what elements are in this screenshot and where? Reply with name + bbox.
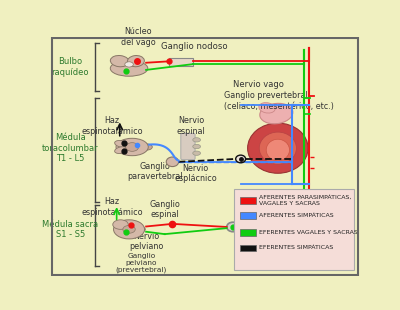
Text: Ganglio prevertebral
(celiaco, mesentérico, etc.): Ganglio prevertebral (celiaco, mesentéri… <box>224 91 334 111</box>
Ellipse shape <box>193 151 200 155</box>
Ellipse shape <box>141 144 152 150</box>
Text: AFERENTES SIMPÁTICAS: AFERENTES SIMPÁTICAS <box>259 213 334 218</box>
Ellipse shape <box>115 147 127 153</box>
Bar <box>240 212 256 219</box>
Text: Núcleo
del vago: Núcleo del vago <box>121 27 156 47</box>
Text: Ganglio
paravertebral: Ganglio paravertebral <box>128 162 183 181</box>
Ellipse shape <box>110 55 129 67</box>
Text: EFERENTES SIMPÁTICAS: EFERENTES SIMPÁTICAS <box>259 246 334 250</box>
Text: Ganglio nodoso: Ganglio nodoso <box>161 42 228 51</box>
Text: Bulbo
raquídeo: Bulbo raquídeo <box>51 57 89 77</box>
Bar <box>240 197 256 204</box>
Text: Médula
toracolumbar
T1 - L5: Médula toracolumbar T1 - L5 <box>42 133 98 163</box>
Bar <box>240 245 256 251</box>
Ellipse shape <box>126 143 138 151</box>
Ellipse shape <box>116 138 148 156</box>
Bar <box>240 229 256 236</box>
Text: Médula sacra
S1 - S5: Médula sacra S1 - S5 <box>42 220 98 239</box>
Ellipse shape <box>115 140 127 147</box>
Ellipse shape <box>127 55 144 67</box>
Ellipse shape <box>260 103 293 124</box>
Ellipse shape <box>114 220 144 239</box>
Text: Haz
espinotalámico: Haz espinotalámico <box>81 197 143 217</box>
Circle shape <box>227 222 239 232</box>
Ellipse shape <box>113 220 128 229</box>
Text: Nervio
pelviano: Nervio pelviano <box>129 232 163 251</box>
Text: EFERENTES VAGALES Y SACRAS: EFERENTES VAGALES Y SACRAS <box>259 230 358 235</box>
FancyBboxPatch shape <box>169 59 193 66</box>
Text: AFERENTES PARASIMPÁTICAS,
VAGALES Y SACRAS: AFERENTES PARASIMPÁTICAS, VAGALES Y SACR… <box>259 195 352 206</box>
FancyBboxPatch shape <box>181 133 195 160</box>
Text: Ganglio
espinal: Ganglio espinal <box>149 200 180 219</box>
Text: Nervio vago: Nervio vago <box>233 80 284 90</box>
Text: Ganglio
pelviano
(prevertebral): Ganglio pelviano (prevertebral) <box>116 253 167 273</box>
Ellipse shape <box>110 60 148 76</box>
Text: Haz
espinotalámico: Haz espinotalámico <box>81 116 143 136</box>
Ellipse shape <box>125 62 133 67</box>
Ellipse shape <box>259 132 296 164</box>
Text: Nervio
esplácnico: Nervio esplácnico <box>174 164 217 183</box>
Circle shape <box>166 157 179 166</box>
Ellipse shape <box>259 103 275 113</box>
Ellipse shape <box>134 226 145 232</box>
Ellipse shape <box>248 123 308 173</box>
Ellipse shape <box>193 144 200 149</box>
Ellipse shape <box>193 138 200 142</box>
FancyBboxPatch shape <box>234 189 354 270</box>
Ellipse shape <box>123 225 135 233</box>
Ellipse shape <box>266 139 290 161</box>
Circle shape <box>236 155 246 163</box>
Text: Nervio
espinal: Nervio espinal <box>177 116 206 136</box>
